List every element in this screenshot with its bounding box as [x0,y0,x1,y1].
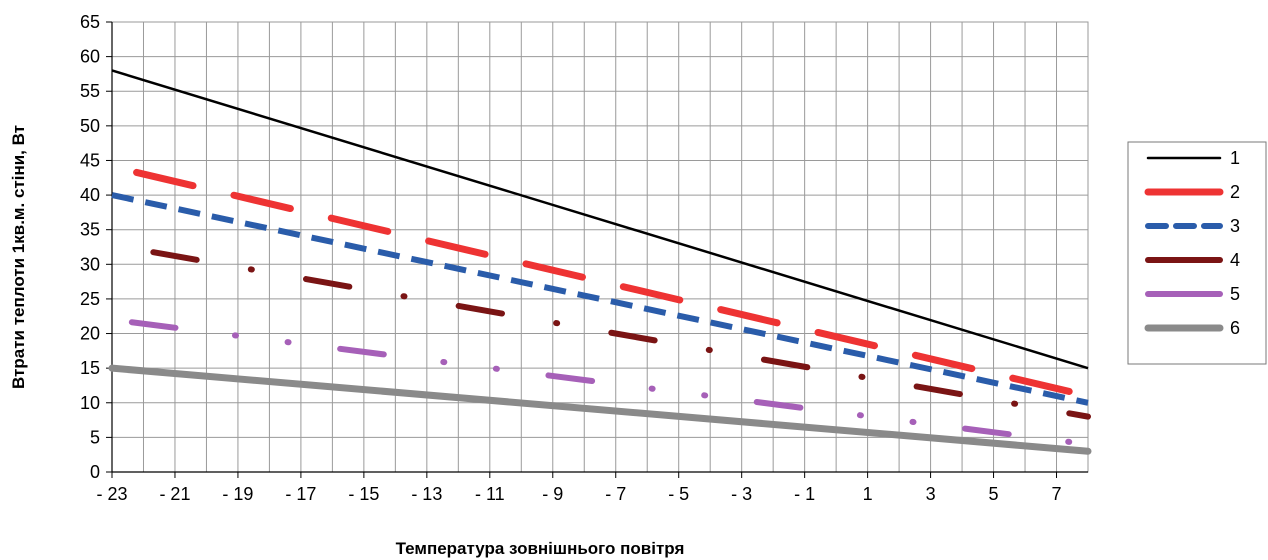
series-line-3 [111,192,1089,406]
x-tick-label: - 13 [411,484,442,504]
x-tick-label: 7 [1052,484,1062,504]
y-tick-label: 30 [80,254,100,274]
x-tick-label: - 23 [96,484,127,504]
series-line-4 [140,247,1091,420]
legend-label-1: 1 [1230,148,1240,168]
x-tick-label: 3 [926,484,936,504]
series-line-6 [108,364,1092,455]
y-tick-label: 15 [80,358,100,378]
y-tick-label: 45 [80,150,100,170]
grid-layer [111,21,1089,473]
legend-label-3: 3 [1230,216,1240,236]
y-tick-label: 25 [80,289,100,309]
legend-label-2: 2 [1230,182,1240,202]
series-line-2 [111,163,1092,400]
y-tick-label: 60 [80,47,100,67]
x-tick-label: - 15 [348,484,379,504]
legend: 1 2 3 4 5 6 [1127,141,1267,365]
y-tick-label: 40 [80,185,100,205]
series-layer [108,69,1092,455]
legend-label-6: 6 [1230,318,1240,338]
y-tick-label: 35 [80,220,100,240]
x-tick-label: - 9 [542,484,563,504]
x-tick-label: - 17 [285,484,316,504]
x-tick-label: - 7 [605,484,626,504]
legend-label-4: 4 [1230,250,1240,270]
x-tick-label: - 1 [794,484,815,504]
x-tick-label: 1 [863,484,873,504]
x-tick-label: - 21 [159,484,190,504]
y-tick-label: 65 [80,12,100,32]
y-tick-label: 20 [80,324,100,344]
legend-label-5: 5 [1230,284,1240,304]
plot-area [111,21,1089,473]
x-axis-title: Температура зовнішнього повітря [396,539,685,558]
y-tick-label: 0 [90,462,100,482]
y-axis-title: Втрати теплоти 1кв.м. стіни, Вт [9,125,28,389]
y-tick-label: 10 [80,393,100,413]
series-line-1 [111,69,1089,370]
y-tick-label: 55 [80,81,100,101]
y-tick-label: 5 [90,427,100,447]
y-tick-label: 50 [80,116,100,136]
x-tick-label: - 11 [475,484,505,504]
x-tick-label: - 19 [222,484,253,504]
x-tick-label: 5 [989,484,999,504]
x-tick-label: - 3 [731,484,752,504]
x-tick-label: - 5 [668,484,689,504]
